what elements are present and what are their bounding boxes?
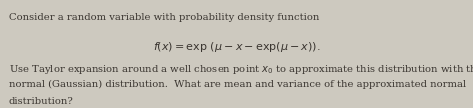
Text: $f(x) = \exp\,(\mu - x - \exp(\mu - x)).$: $f(x) = \exp\,(\mu - x - \exp(\mu - x)).…: [153, 40, 320, 54]
Text: Use Taylor expansion around a well chosen point $x_0$ to approximate this distri: Use Taylor expansion around a well chose…: [9, 63, 473, 76]
Text: normal (Gaussian) distribution.  What are mean and variance of the approximated : normal (Gaussian) distribution. What are…: [9, 80, 465, 89]
Text: distribution?: distribution?: [9, 97, 73, 106]
Text: Consider a random variable with probability density function: Consider a random variable with probabil…: [9, 13, 319, 22]
